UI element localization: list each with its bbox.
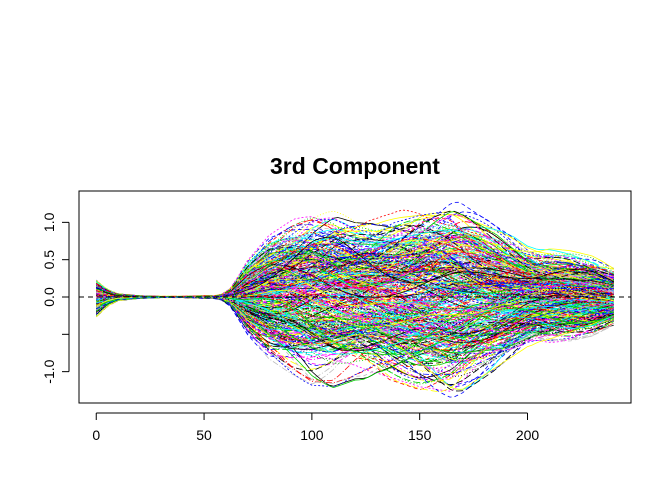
y-tick-label: 0.5 [41, 250, 57, 270]
series-line [96, 297, 614, 370]
series-line [96, 235, 614, 298]
series-line [96, 244, 614, 297]
series-line [96, 296, 614, 344]
series-line [96, 282, 614, 311]
series-line [96, 297, 614, 375]
series-line [96, 259, 614, 310]
series-line [96, 231, 614, 298]
series-line [96, 231, 614, 298]
series-line [96, 297, 614, 384]
series-line [96, 297, 614, 368]
y-axis: -1.0 0.0 0.5 1.0 [41, 212, 70, 384]
series-line [96, 238, 614, 297]
series-line [96, 224, 614, 298]
series-line [96, 297, 614, 348]
series-line [96, 296, 614, 342]
series-line [96, 293, 614, 316]
series-line [96, 296, 614, 350]
series-line [96, 224, 614, 297]
series-line [96, 297, 614, 350]
series-line [96, 247, 614, 298]
series-line [96, 289, 614, 335]
x-tick-label: 200 [516, 427, 540, 443]
series-line [96, 278, 614, 316]
series-line [96, 216, 614, 297]
y-tick-label: -1.0 [41, 359, 57, 383]
chart-title: 3rd Component [270, 153, 440, 179]
series-line [96, 253, 614, 298]
x-tick-label: 100 [300, 427, 324, 443]
series-line [96, 296, 614, 346]
series-line [96, 255, 614, 299]
series-line [96, 246, 614, 297]
x-axis: 0 50 100 150 200 [92, 412, 540, 443]
series-line [96, 227, 614, 298]
series-line [96, 242, 614, 298]
series-line [96, 281, 614, 320]
series-line [96, 285, 614, 321]
series-line [96, 236, 614, 298]
series-line [96, 265, 614, 299]
series-line [96, 285, 614, 340]
series-line [96, 257, 614, 316]
x-tick-label: 0 [92, 427, 100, 443]
x-tick-label: 150 [408, 427, 432, 443]
series-line [96, 297, 614, 382]
series-curves [96, 201, 615, 398]
series-line [96, 245, 614, 298]
series-line [96, 294, 614, 338]
series-line [96, 238, 614, 297]
series-line [96, 268, 614, 307]
x-tick-label: 50 [196, 427, 212, 443]
y-tick-label: 1.0 [41, 212, 57, 232]
series-line [96, 297, 614, 398]
y-tick-label: 0.0 [41, 287, 57, 307]
series-line [96, 210, 614, 298]
series-line [96, 227, 614, 297]
series-line [96, 287, 614, 319]
plot-frame [78, 190, 632, 404]
series-line [96, 296, 614, 344]
series-line [96, 217, 615, 298]
series-line [96, 261, 614, 305]
series-line [96, 239, 614, 297]
series-line [96, 289, 614, 344]
series-line [96, 225, 614, 298]
series-line [96, 264, 614, 307]
series-line [96, 296, 614, 363]
series-line [96, 267, 614, 309]
series-line [96, 297, 614, 369]
